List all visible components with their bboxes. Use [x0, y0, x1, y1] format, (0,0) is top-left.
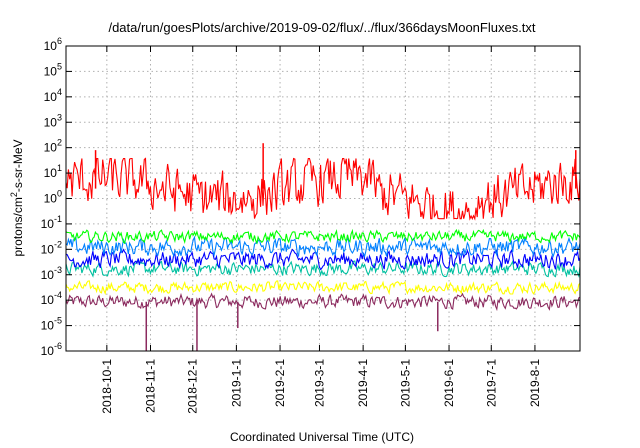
- y-tick-label: 103: [44, 112, 62, 129]
- x-tick-label: 2018-12-1: [186, 359, 200, 414]
- y-tick-label: 10-5: [41, 316, 62, 333]
- y-tick-label: 10-4: [41, 290, 62, 307]
- x-tick-label: 2019-7-1: [484, 359, 498, 407]
- y-axis-label-main: protons/cm: [11, 197, 25, 256]
- x-tick-label: 2019-5-1: [398, 359, 412, 407]
- x-axis-label: Coordinated Universal Time (UTC): [230, 430, 414, 444]
- y-tick-label: 101: [44, 163, 62, 180]
- y-tick-label: 102: [44, 138, 62, 155]
- y-tick-label: 10-6: [41, 341, 62, 358]
- x-tick-label: 2019-4-1: [356, 359, 370, 407]
- x-tick-label: 2019-2-1: [273, 359, 287, 407]
- x-tick-label: 2019-6-1: [442, 359, 456, 407]
- y-tick-label: 100: [44, 189, 62, 206]
- chart-title: /data/run/goesPlots/archive/2019-09-02/f…: [108, 20, 535, 35]
- series-line: [65, 292, 581, 312]
- x-axis: 2018-10-1 2018-11-1 2018-12-1 2019-1-1 2019-…: [100, 46, 542, 414]
- series-line: [65, 259, 581, 278]
- y-axis-label: protons/cm2-s-sr-MeV: [9, 139, 25, 256]
- series-group: [65, 143, 581, 351]
- y-axis-label-sup: 2: [9, 192, 19, 197]
- y-tick-label: 105: [44, 61, 62, 78]
- x-tick-label: 2019-3-1: [312, 359, 326, 407]
- x-tick-label: 2018-11-1: [143, 359, 157, 413]
- y-tick-label: 10-2: [41, 239, 62, 256]
- series-line: [65, 248, 581, 271]
- x-tick-label: 2019-8-1: [528, 359, 542, 407]
- y-axis-label-rest: -s-sr-MeV: [11, 139, 25, 192]
- y-tick-label: 10-1: [41, 214, 62, 231]
- y-tick-label: 10-3: [41, 265, 62, 282]
- series-line: [65, 157, 581, 221]
- series-line: [65, 235, 581, 259]
- y-axis: 106 105 104 103 102 101 100 10-1 10-2 10-3 10-4 10-…: [41, 36, 580, 358]
- y-tick-label: 106: [44, 36, 62, 53]
- x-tick-label: 2019-1-1: [229, 359, 243, 407]
- series-line: [65, 280, 581, 296]
- y-tick-label: 104: [44, 87, 62, 104]
- series-line: [65, 228, 581, 245]
- x-tick-label: 2018-10-1: [100, 359, 114, 414]
